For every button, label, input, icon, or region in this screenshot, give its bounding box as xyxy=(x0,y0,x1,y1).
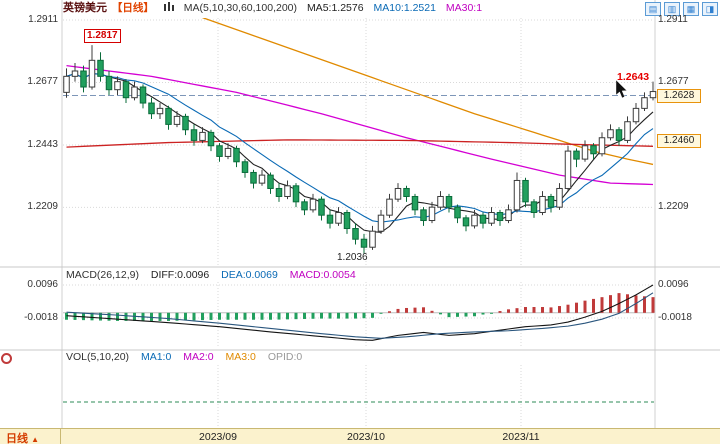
bar-divider xyxy=(60,429,61,444)
vol-opid-value: OPID:0 xyxy=(267,351,303,363)
price-tag-1[interactable]: 1.2628 xyxy=(657,89,701,103)
ma-lines xyxy=(66,18,654,233)
ma5-value: MA5:1.2576 xyxy=(306,2,364,14)
macd-histogram xyxy=(65,293,655,321)
chevron-up-icon: ▲ xyxy=(31,435,39,444)
price-tag-2[interactable]: 1.2460 xyxy=(657,134,701,148)
macd-title: MACD(26,12,9) xyxy=(66,269,139,281)
macd-diff-value: DIFF:0.0096 xyxy=(150,269,210,281)
macd-tick-right: -0.0018 xyxy=(658,312,692,323)
low-price-label: 1.2036 xyxy=(337,252,368,263)
layout-split4-icon[interactable]: ◨ xyxy=(702,2,718,16)
time-axis-bar: 日线 ▲ 2023/09 2023/10 2023/11 xyxy=(0,428,720,444)
y-tick-right: 1.2209 xyxy=(658,201,689,212)
mouse-cursor xyxy=(615,79,628,99)
macd-tick-left: -0.0018 xyxy=(24,312,58,323)
chart-header: 英镑美元 【日线】 MA(5,10,30,60,100,200) MA5:1.2… xyxy=(63,1,489,16)
x-tick-label: 2023/10 xyxy=(347,431,385,443)
timeframe-tab[interactable]: 日线 ▲ xyxy=(6,430,39,444)
vol-title: VOL(5,10,20) xyxy=(66,351,130,363)
macd-macd-value: MACD:0.0054 xyxy=(289,269,356,281)
y-tick-left: 1.2443 xyxy=(27,139,58,150)
timeframe-tab-label: 日线 xyxy=(6,433,28,444)
ma-settings-label: MA(5,10,30,60,100,200) xyxy=(183,2,298,14)
macd-diff-line xyxy=(66,284,654,341)
macd-dea-line xyxy=(66,292,654,339)
timeframe-label: 【日线】 xyxy=(111,2,154,14)
candles xyxy=(63,45,657,254)
y-tick-right: 1.2677 xyxy=(658,76,689,87)
symbol-name: 英镑美元 xyxy=(63,2,107,14)
last-price-label: 1.2643 xyxy=(617,71,650,83)
y-tick-right: 1.2911 xyxy=(658,14,688,25)
macd-tick-right: 0.0096 xyxy=(658,279,689,290)
vol-header: VOL(5,10,20) MA1:0 MA2:0 MA3:0 OPID:0 xyxy=(66,351,311,364)
x-tick-label: 2023/09 xyxy=(199,431,237,443)
y-tick-left: 1.2209 xyxy=(27,201,58,212)
layout-split2-icon[interactable]: ▥ xyxy=(664,2,680,16)
macd-tick-left: 0.0096 xyxy=(27,279,58,290)
ma30-value: MA30:1 xyxy=(445,2,483,14)
macd-header: MACD(26,12,9) DIFF:0.0096 DEA:0.0069 MAC… xyxy=(66,269,365,282)
ma10-value: MA10:1.2521 xyxy=(373,2,436,14)
layout-split3-icon[interactable]: ▦ xyxy=(683,2,699,16)
y-tick-left: 1.2911 xyxy=(28,14,58,25)
macd-dea-value: DEA:0.0069 xyxy=(221,269,278,281)
gridlines xyxy=(63,18,654,426)
vol-ma2-value: MA2:0 xyxy=(183,351,214,363)
y-tick-left: 1.2677 xyxy=(27,76,58,87)
vol-ma3-value: MA3:0 xyxy=(225,351,256,363)
vol-ma1-value: MA1:0 xyxy=(140,351,172,363)
x-tick-label: 2023/11 xyxy=(502,431,540,443)
indicator-icon[interactable] xyxy=(163,2,174,17)
annotation-marker-icon[interactable] xyxy=(1,353,12,364)
layout-single-icon[interactable]: ▤ xyxy=(645,2,661,16)
layout-icons: ▤ ▥ ▦ ◨ xyxy=(645,2,718,16)
high-price-label: 1.2817 xyxy=(84,29,121,43)
